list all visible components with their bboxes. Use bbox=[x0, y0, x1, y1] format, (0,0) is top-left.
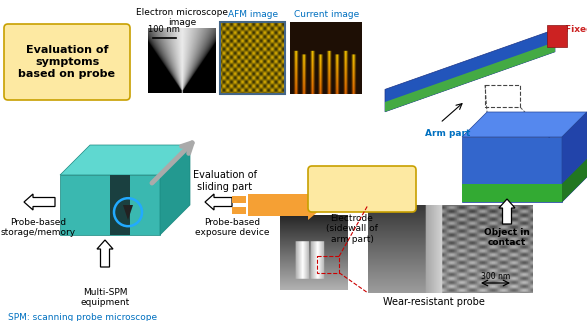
FancyBboxPatch shape bbox=[308, 166, 416, 212]
Polygon shape bbox=[562, 112, 587, 202]
Text: Wear-resistant probe: Wear-resistant probe bbox=[383, 297, 485, 307]
Text: Object in
contact: Object in contact bbox=[484, 228, 530, 247]
Text: Evaluation of
symptoms
based on probe: Evaluation of symptoms based on probe bbox=[19, 45, 116, 79]
Text: Electron microscope
image: Electron microscope image bbox=[136, 8, 228, 27]
Text: Probe-based
storage/memory: Probe-based storage/memory bbox=[1, 218, 76, 238]
Bar bbox=[232, 207, 246, 214]
FancyArrow shape bbox=[205, 194, 232, 210]
Bar bbox=[232, 196, 246, 203]
Bar bbox=[485, 85, 520, 107]
Text: Arm part: Arm part bbox=[425, 129, 470, 138]
Text: 100 nm: 100 nm bbox=[148, 25, 180, 34]
Polygon shape bbox=[123, 205, 133, 220]
FancyArrow shape bbox=[248, 190, 326, 220]
Polygon shape bbox=[462, 137, 562, 202]
Polygon shape bbox=[385, 30, 555, 112]
Polygon shape bbox=[110, 175, 130, 235]
Polygon shape bbox=[60, 175, 160, 235]
Text: 300 nm: 300 nm bbox=[481, 272, 510, 281]
Polygon shape bbox=[385, 42, 555, 112]
FancyArrow shape bbox=[97, 240, 113, 267]
Polygon shape bbox=[60, 145, 190, 175]
Text: Evaluation of
sliding part: Evaluation of sliding part bbox=[193, 170, 257, 192]
Polygon shape bbox=[160, 145, 190, 235]
Text: Multi-SPM
equipment: Multi-SPM equipment bbox=[80, 288, 130, 308]
Polygon shape bbox=[562, 159, 587, 202]
FancyArrow shape bbox=[499, 199, 515, 224]
Text: SPM: scanning probe microscope: SPM: scanning probe microscope bbox=[8, 313, 157, 321]
FancyBboxPatch shape bbox=[4, 24, 130, 100]
Text: Electrode
(sidewall of
arm part): Electrode (sidewall of arm part) bbox=[326, 214, 378, 244]
Text: Probe-based
exposure device: Probe-based exposure device bbox=[195, 218, 269, 238]
Text: AFM image: AFM image bbox=[228, 10, 278, 19]
Text: Current image: Current image bbox=[294, 10, 360, 19]
Text: Improvement
of durability: Improvement of durability bbox=[323, 178, 402, 200]
FancyArrow shape bbox=[24, 194, 55, 210]
Bar bbox=[547, 25, 567, 47]
Bar bbox=[318, 256, 339, 273]
Bar bbox=[220, 22, 285, 94]
Polygon shape bbox=[462, 184, 562, 202]
Text: Fixed part: Fixed part bbox=[565, 25, 587, 34]
Polygon shape bbox=[462, 112, 587, 137]
